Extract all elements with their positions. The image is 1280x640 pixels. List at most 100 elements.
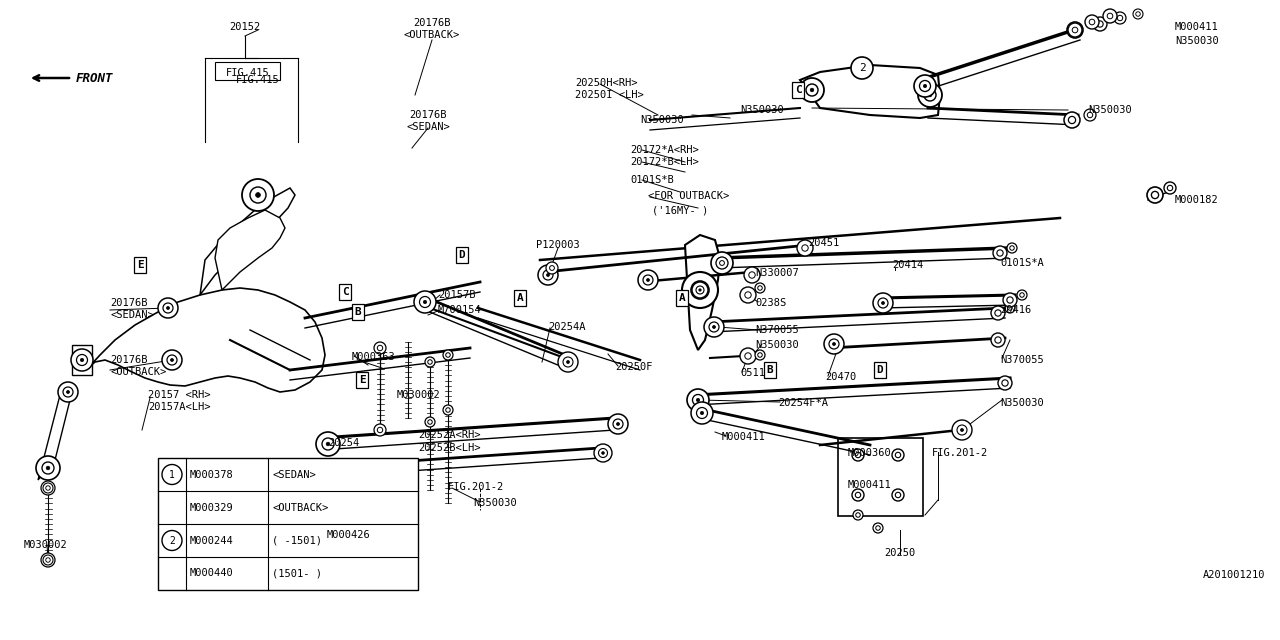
Circle shape — [1097, 21, 1103, 27]
Circle shape — [758, 353, 763, 357]
Circle shape — [895, 492, 901, 498]
Text: M000411: M000411 — [722, 432, 765, 442]
Circle shape — [170, 358, 174, 362]
Text: N350030: N350030 — [1000, 398, 1043, 408]
Text: 20414: 20414 — [892, 260, 923, 270]
Circle shape — [316, 432, 340, 456]
Circle shape — [163, 465, 182, 484]
Circle shape — [349, 465, 361, 476]
Circle shape — [242, 179, 274, 211]
Circle shape — [952, 420, 972, 440]
Text: N370055: N370055 — [755, 325, 799, 335]
Circle shape — [696, 398, 700, 402]
Circle shape — [563, 357, 573, 367]
Circle shape — [425, 357, 435, 367]
Text: 20252A<RH>: 20252A<RH> — [419, 430, 480, 440]
Text: M000182: M000182 — [1175, 195, 1219, 205]
Circle shape — [1007, 306, 1012, 310]
Circle shape — [602, 452, 604, 454]
Text: 20176B: 20176B — [410, 110, 447, 120]
Circle shape — [41, 553, 55, 567]
Circle shape — [1005, 303, 1015, 313]
Circle shape — [1147, 187, 1164, 203]
Circle shape — [163, 350, 182, 370]
Circle shape — [1135, 12, 1140, 16]
Circle shape — [166, 355, 177, 365]
Circle shape — [892, 449, 904, 461]
Circle shape — [1073, 28, 1078, 33]
Circle shape — [1164, 182, 1176, 194]
Circle shape — [538, 265, 558, 285]
Text: FIG.201-2: FIG.201-2 — [448, 482, 504, 492]
Circle shape — [696, 408, 708, 419]
Circle shape — [1004, 293, 1018, 307]
Text: N350030: N350030 — [474, 498, 517, 508]
Circle shape — [806, 84, 818, 96]
Circle shape — [1107, 13, 1112, 19]
Text: 20176B: 20176B — [110, 355, 147, 365]
Circle shape — [691, 402, 713, 424]
Circle shape — [997, 250, 1004, 256]
Circle shape — [420, 296, 430, 307]
Circle shape — [374, 342, 387, 354]
Circle shape — [41, 481, 55, 495]
Circle shape — [558, 352, 579, 372]
Polygon shape — [685, 235, 721, 350]
Circle shape — [696, 286, 704, 294]
Circle shape — [873, 293, 893, 313]
Text: <SEDAN>: <SEDAN> — [110, 310, 154, 320]
Text: 0101S*A: 0101S*A — [1000, 258, 1043, 268]
Text: N350030: N350030 — [755, 340, 799, 350]
Circle shape — [445, 353, 451, 357]
Text: C: C — [795, 85, 801, 95]
Circle shape — [928, 93, 932, 97]
Text: N370055: N370055 — [1000, 355, 1043, 365]
Circle shape — [810, 88, 814, 92]
Circle shape — [923, 84, 927, 88]
Circle shape — [67, 390, 69, 394]
Circle shape — [700, 412, 704, 415]
Circle shape — [547, 262, 558, 274]
Circle shape — [991, 333, 1005, 347]
Circle shape — [914, 75, 936, 97]
Circle shape — [1064, 112, 1080, 128]
Circle shape — [256, 193, 260, 197]
Text: 0238S: 0238S — [755, 298, 786, 308]
Circle shape — [1068, 23, 1082, 37]
Circle shape — [755, 350, 765, 360]
Text: N350030: N350030 — [1175, 36, 1219, 46]
Circle shape — [63, 387, 73, 397]
Circle shape — [46, 486, 50, 490]
Circle shape — [855, 492, 860, 498]
Circle shape — [717, 257, 727, 269]
Text: 20172*A<RH>: 20172*A<RH> — [630, 145, 699, 155]
Circle shape — [599, 449, 608, 458]
Circle shape — [719, 260, 724, 266]
Circle shape — [895, 452, 901, 458]
Circle shape — [425, 417, 435, 427]
Text: 20252B<LH>: 20252B<LH> — [419, 443, 480, 453]
Text: FIG.415: FIG.415 — [236, 75, 280, 85]
Text: ( -1501): ( -1501) — [273, 536, 323, 545]
Text: <SEDAN>: <SEDAN> — [273, 470, 316, 479]
Circle shape — [1069, 116, 1075, 124]
Circle shape — [882, 301, 884, 305]
Circle shape — [547, 273, 549, 276]
Circle shape — [745, 353, 751, 359]
Circle shape — [44, 555, 52, 565]
Text: 20250H<RH>: 20250H<RH> — [575, 78, 637, 88]
Circle shape — [378, 428, 383, 433]
Circle shape — [643, 275, 653, 285]
Circle shape — [424, 300, 426, 303]
Circle shape — [876, 525, 881, 531]
Circle shape — [713, 326, 716, 328]
Circle shape — [852, 489, 864, 501]
Text: <OUTBACK>: <OUTBACK> — [273, 502, 328, 513]
Circle shape — [549, 266, 554, 270]
Circle shape — [428, 360, 433, 364]
Circle shape — [993, 246, 1007, 260]
Circle shape — [157, 298, 178, 318]
Circle shape — [613, 419, 623, 429]
Circle shape — [855, 452, 860, 458]
Text: B: B — [355, 307, 361, 317]
